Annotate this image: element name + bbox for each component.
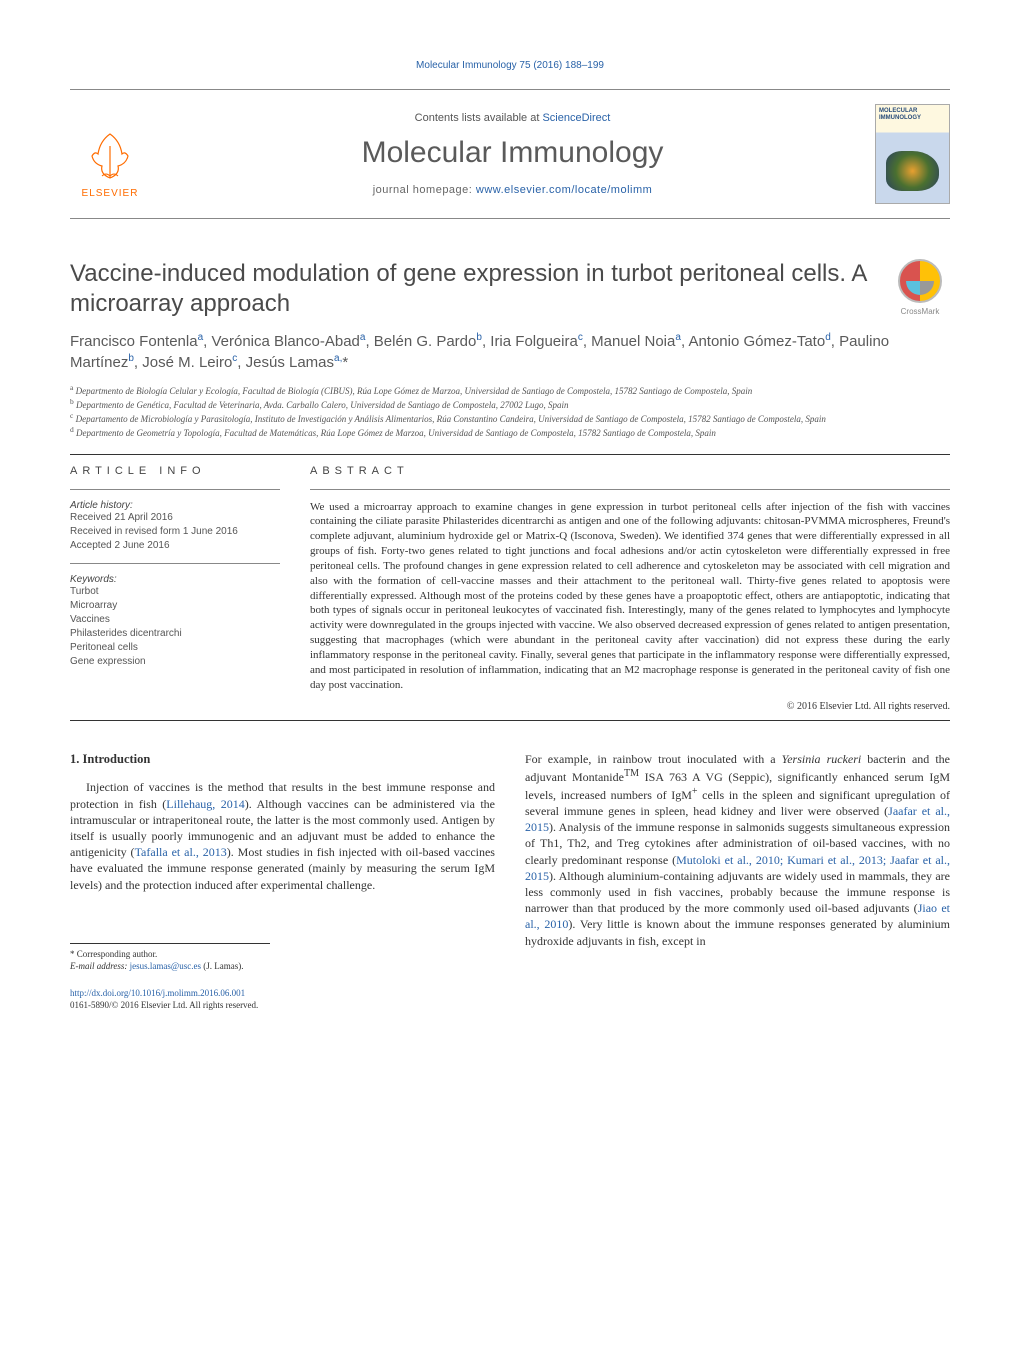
homepage-line: journal homepage: www.elsevier.com/locat… bbox=[150, 184, 875, 196]
sciencedirect-link[interactable]: ScienceDirect bbox=[542, 112, 610, 124]
masthead-center: Contents lists available at ScienceDirec… bbox=[150, 112, 875, 196]
masthead: ELSEVIER Contents lists available at Sci… bbox=[70, 89, 950, 219]
email-label: E-mail address: bbox=[70, 961, 130, 971]
keywords-label: Keywords: bbox=[70, 574, 280, 585]
article-info-heading: article info bbox=[70, 465, 280, 477]
section-heading: 1. Introduction bbox=[70, 751, 495, 768]
body-col-right: For example, in rainbow trout inoculated… bbox=[525, 751, 950, 1012]
affiliations: a Departmento de Biología Celular y Ecol… bbox=[70, 383, 950, 440]
corresponding-author-block: * Corresponding author. E-mail address: … bbox=[70, 943, 270, 973]
elsevier-tree-icon bbox=[80, 126, 140, 186]
elsevier-logo: ELSEVIER bbox=[70, 109, 150, 199]
history-accepted: Accepted 2 June 2016 bbox=[70, 539, 280, 553]
crossmark-badge[interactable]: CrossMark bbox=[890, 259, 950, 316]
history-revised: Received in revised form 1 June 2016 bbox=[70, 525, 280, 539]
homepage-link[interactable]: www.elsevier.com/locate/molimm bbox=[476, 184, 652, 196]
contents-prefix: Contents lists available at bbox=[415, 112, 543, 124]
issn-copyright: 0161-5890/© 2016 Elsevier Ltd. All right… bbox=[70, 1000, 258, 1010]
crossmark-icon bbox=[898, 259, 942, 303]
article-title: Vaccine-induced modulation of gene expre… bbox=[70, 259, 890, 319]
corr-email-line: E-mail address: jesus.lamas@usc.es (J. L… bbox=[70, 960, 270, 973]
cover-art-icon bbox=[886, 151, 939, 191]
body-col-left: 1. Introduction Injection of vaccines is… bbox=[70, 751, 495, 1012]
doi-block: http://dx.doi.org/10.1016/j.molimm.2016.… bbox=[70, 987, 495, 1011]
affiliation-item: c Departamento de Microbiología y Parasi… bbox=[70, 411, 950, 425]
corr-email-link[interactable]: jesus.lamas@usc.es bbox=[130, 961, 201, 971]
body-columns: 1. Introduction Injection of vaccines is… bbox=[70, 751, 950, 1012]
intro-para-1: Injection of vaccines is the method that… bbox=[70, 779, 495, 892]
journal-cover-thumbnail: MOLECULAR IMMUNOLOGY bbox=[875, 104, 950, 204]
corr-label: * Corresponding author. bbox=[70, 948, 270, 961]
journal-title: Molecular Immunology bbox=[150, 136, 875, 170]
running-header: Molecular Immunology 75 (2016) 188–199 bbox=[70, 60, 950, 71]
keyword: Philasterides dicentrarchi bbox=[70, 627, 280, 641]
history-received: Received 21 April 2016 bbox=[70, 511, 280, 525]
history-label: Article history: bbox=[70, 500, 280, 511]
abstract-heading: abstract bbox=[310, 465, 950, 477]
article-info-column: article info Article history: Received 2… bbox=[70, 465, 280, 712]
info-rule-1 bbox=[70, 489, 280, 490]
affiliation-item: b Departmento de Genética, Facultad de V… bbox=[70, 397, 950, 411]
contents-available-line: Contents lists available at ScienceDirec… bbox=[150, 112, 875, 124]
crossmark-label: CrossMark bbox=[901, 307, 940, 316]
rule-bottom bbox=[70, 720, 950, 721]
abstract-copyright: © 2016 Elsevier Ltd. All rights reserved… bbox=[310, 701, 950, 712]
info-abstract-row: article info Article history: Received 2… bbox=[70, 465, 950, 712]
page-root: Molecular Immunology 75 (2016) 188–199 E… bbox=[0, 0, 1020, 1051]
author-list: Francisco Fontenlaa, Verónica Blanco-Aba… bbox=[70, 331, 950, 373]
doi-link[interactable]: http://dx.doi.org/10.1016/j.molimm.2016.… bbox=[70, 988, 245, 998]
homepage-prefix: journal homepage: bbox=[373, 184, 476, 196]
abstract-text: We used a microarray approach to examine… bbox=[310, 500, 950, 693]
keyword: Turbot bbox=[70, 585, 280, 599]
elsevier-wordmark: ELSEVIER bbox=[82, 188, 139, 199]
abstract-rule bbox=[310, 489, 950, 490]
abstract-column: abstract We used a microarray approach t… bbox=[310, 465, 950, 712]
keyword: Microarray bbox=[70, 599, 280, 613]
keyword: Gene expression bbox=[70, 655, 280, 669]
affiliation-item: d Departmento de Geometría y Topología, … bbox=[70, 425, 950, 439]
info-rule-2 bbox=[70, 563, 280, 564]
intro-para-2: For example, in rainbow trout inoculated… bbox=[525, 751, 950, 949]
keyword: Peritoneal cells bbox=[70, 641, 280, 655]
cover-title: MOLECULAR IMMUNOLOGY bbox=[879, 108, 946, 121]
title-row: Vaccine-induced modulation of gene expre… bbox=[70, 259, 950, 319]
affiliation-item: a Departmento de Biología Celular y Ecol… bbox=[70, 383, 950, 397]
email-suffix: (J. Lamas). bbox=[201, 961, 244, 971]
rule-top bbox=[70, 454, 950, 455]
keyword: Vaccines bbox=[70, 613, 280, 627]
